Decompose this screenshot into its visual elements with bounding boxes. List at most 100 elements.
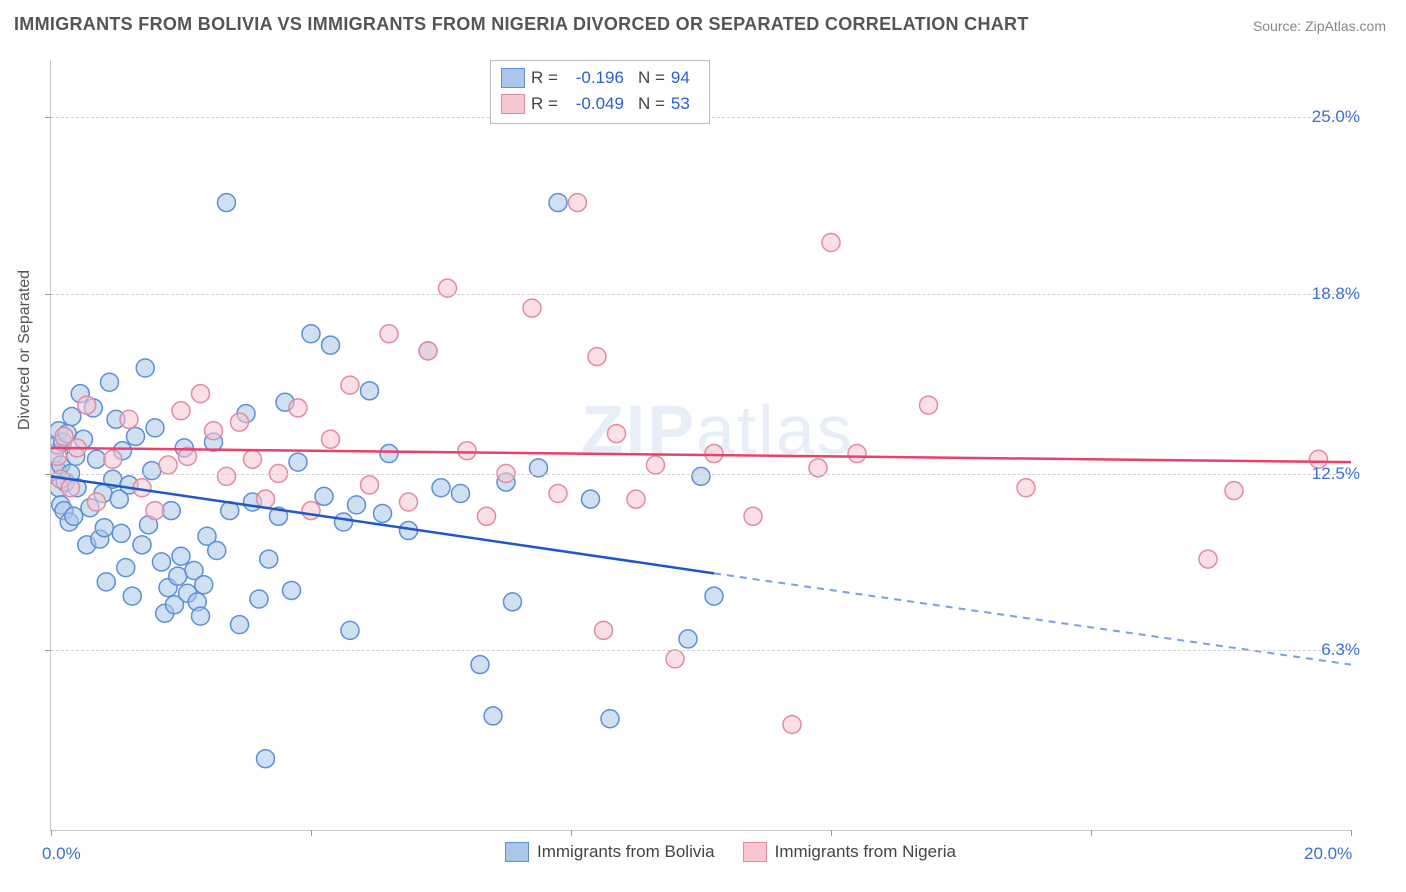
source-attribution: Source: ZipAtlas.com	[1253, 18, 1386, 34]
data-point	[218, 467, 236, 485]
data-point	[478, 507, 496, 525]
data-point	[146, 419, 164, 437]
legend-item-bolivia: Immigrants from Bolivia	[505, 842, 715, 862]
data-point	[88, 493, 106, 511]
data-point	[1199, 550, 1217, 568]
x-tick	[311, 830, 312, 836]
data-point	[302, 325, 320, 343]
data-point	[123, 587, 141, 605]
data-point	[133, 536, 151, 554]
legend-swatch	[743, 842, 767, 862]
data-point	[172, 547, 190, 565]
data-point	[172, 402, 190, 420]
data-point	[549, 484, 567, 502]
y-tick-label: 25.0%	[1312, 107, 1360, 127]
n-label: N =	[638, 94, 665, 114]
data-point	[302, 502, 320, 520]
source-name: ZipAtlas.com	[1305, 18, 1386, 34]
x-tick	[571, 830, 572, 836]
data-point	[95, 519, 113, 537]
gridline	[51, 650, 1351, 651]
data-point	[322, 336, 340, 354]
data-point	[136, 359, 154, 377]
data-point	[127, 427, 145, 445]
chart-title: IMMIGRANTS FROM BOLIVIA VS IMMIGRANTS FR…	[14, 14, 1029, 35]
data-point	[705, 445, 723, 463]
data-point	[471, 656, 489, 674]
data-point	[848, 445, 866, 463]
data-point	[192, 607, 210, 625]
x-tick	[1091, 830, 1092, 836]
stats-legend-box: R =-0.196N = 94R =-0.049N = 53	[490, 60, 710, 124]
r-value: -0.196	[564, 68, 624, 88]
data-point	[120, 410, 138, 428]
data-point	[666, 650, 684, 668]
data-point	[361, 476, 379, 494]
data-point	[88, 450, 106, 468]
data-point	[549, 194, 567, 212]
data-point	[679, 630, 697, 648]
data-point	[601, 710, 619, 728]
data-point	[647, 456, 665, 474]
r-label: R =	[531, 68, 558, 88]
legend-label: Immigrants from Nigeria	[775, 842, 956, 862]
source-prefix: Source:	[1253, 18, 1305, 34]
n-value: 94	[671, 68, 699, 88]
x-tick	[1351, 830, 1352, 836]
data-point	[78, 396, 96, 414]
data-point	[112, 524, 130, 542]
data-point	[250, 590, 268, 608]
x-tick	[831, 830, 832, 836]
data-point	[257, 490, 275, 508]
y-tick-label: 12.5%	[1312, 464, 1360, 484]
data-point	[822, 234, 840, 252]
data-point	[260, 550, 278, 568]
data-point	[315, 487, 333, 505]
chart-svg	[51, 60, 1351, 830]
legend-swatch	[501, 68, 525, 88]
data-point	[692, 467, 710, 485]
legend-item-nigeria: Immigrants from Nigeria	[743, 842, 956, 862]
y-tick-label: 18.8%	[1312, 284, 1360, 304]
data-point	[231, 616, 249, 634]
data-point	[705, 587, 723, 605]
data-point	[419, 342, 437, 360]
y-axis-label: Divorced or Separated	[16, 270, 34, 430]
data-point	[65, 507, 83, 525]
data-point	[744, 507, 762, 525]
data-point	[205, 422, 223, 440]
y-tick-label: 6.3%	[1321, 640, 1360, 660]
data-point	[218, 194, 236, 212]
data-point	[361, 382, 379, 400]
data-point	[380, 445, 398, 463]
data-point	[244, 450, 262, 468]
data-point	[63, 407, 81, 425]
data-point	[104, 450, 122, 468]
data-point	[588, 348, 606, 366]
data-point	[192, 385, 210, 403]
x-tick	[51, 830, 52, 836]
chart-container: IMMIGRANTS FROM BOLIVIA VS IMMIGRANTS FR…	[0, 0, 1406, 892]
data-point	[380, 325, 398, 343]
data-point	[920, 396, 938, 414]
n-label: N =	[638, 68, 665, 88]
data-point	[335, 513, 353, 531]
n-value: 53	[671, 94, 699, 114]
data-point	[146, 502, 164, 520]
data-point	[143, 462, 161, 480]
data-point	[1017, 479, 1035, 497]
bottom-legend: Immigrants from Bolivia Immigrants from N…	[505, 842, 956, 862]
r-value: -0.049	[564, 94, 624, 114]
data-point	[458, 442, 476, 460]
data-point	[523, 299, 541, 317]
gridline	[51, 474, 1351, 475]
legend-label: Immigrants from Bolivia	[537, 842, 715, 862]
data-point	[289, 453, 307, 471]
data-point	[283, 581, 301, 599]
data-point	[289, 399, 307, 417]
data-point	[569, 194, 587, 212]
y-tick	[45, 474, 51, 475]
data-point	[374, 504, 392, 522]
x-axis-min-label: 0.0%	[42, 844, 81, 864]
data-point	[117, 559, 135, 577]
